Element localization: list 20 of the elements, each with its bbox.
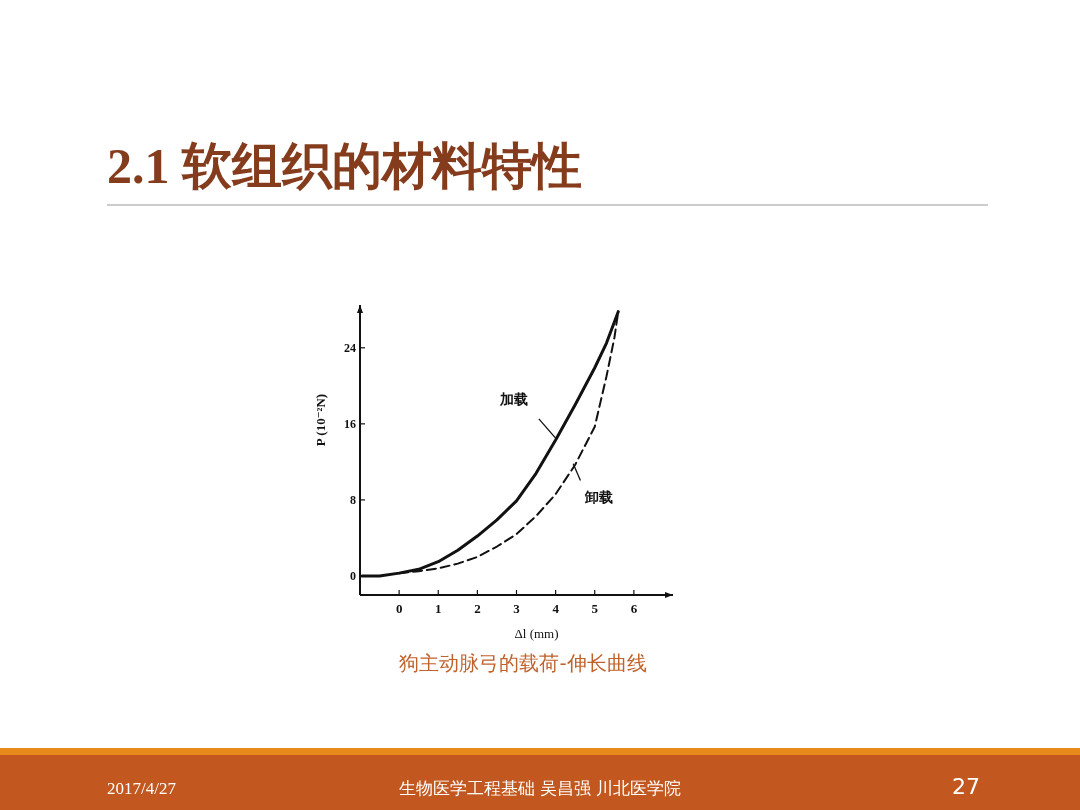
- x-tick-label: 6: [630, 601, 638, 616]
- chart-title: 2.1 软组织的材料特性: [107, 138, 582, 194]
- text: 狗主动脉弓的载荷-伸长曲线: [399, 651, 647, 675]
- text: 27: [952, 774, 980, 799]
- y-tick-label: 8: [350, 492, 356, 507]
- annotation: 卸载: [584, 488, 614, 505]
- x-tick-label: 1: [435, 601, 442, 616]
- x-tick-label: 3: [513, 601, 521, 616]
- x-axis-title: Δl (mm): [514, 626, 559, 641]
- annotation: 加载: [498, 391, 528, 408]
- text: 生物医学工程基础 吴昌强 川北医学院: [398, 778, 682, 798]
- x-tick-label: 0: [395, 601, 403, 616]
- y-tick-label: 24: [344, 340, 356, 355]
- text: 2017/4/27: [107, 779, 177, 798]
- y-axis-title: P (10⁻²N): [313, 393, 328, 447]
- x-tick-label: 2: [474, 601, 481, 616]
- y-tick-label: 16: [344, 416, 356, 431]
- x-tick-label: 4: [552, 601, 560, 616]
- y-tick-label: 0: [350, 568, 356, 583]
- x-tick-label: 5: [591, 601, 599, 616]
